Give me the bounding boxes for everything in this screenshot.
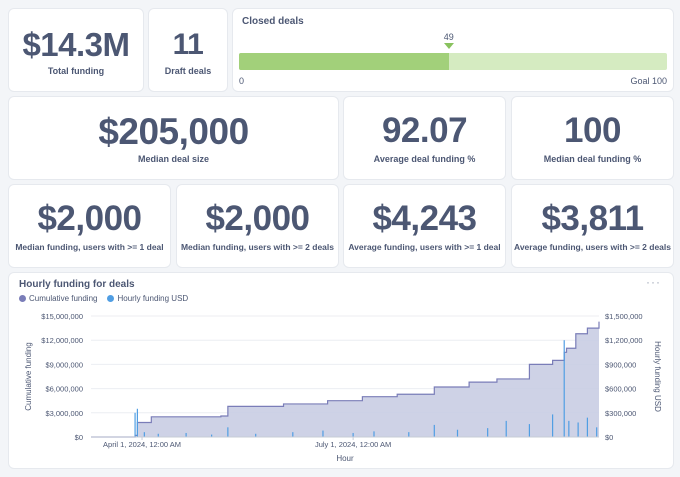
y2-tick-label: $900,000	[605, 360, 636, 369]
median-deal-funding-label: Median deal funding %	[543, 154, 642, 164]
progress-min-label: 0	[239, 76, 245, 86]
progress-marker-icon	[443, 43, 454, 49]
avg-deal-funding-label: Average deal funding %	[373, 154, 476, 164]
hourly-funding-bar	[255, 433, 257, 437]
y2-tick-label: $300,000	[605, 409, 636, 418]
median-deal-funding-card[interactable]: 100 Median deal funding %	[511, 96, 674, 180]
hourly-funding-bar	[577, 422, 579, 437]
avg-funding-1-card[interactable]: $4,243 Average funding, users with >= 1 …	[343, 184, 506, 268]
y2-tick-label: $600,000	[605, 385, 636, 394]
median-funding-2-label: Median funding, users with >= 2 deals	[180, 242, 335, 252]
median-funding-1-value: $2,000	[37, 199, 142, 238]
hourly-funding-bar	[552, 414, 554, 437]
avg-deal-funding-card[interactable]: 92.07 Average deal funding %	[343, 96, 506, 180]
y-axis-label: Cumulative funding	[24, 342, 33, 410]
hourly-funding-bar	[227, 427, 229, 437]
hourly-funding-bar	[563, 340, 565, 437]
median-funding-2-value: $2,000	[205, 199, 310, 238]
x-axis-label: Hour	[336, 454, 354, 463]
funding-chart: $15,000,000 $1,500,000 $12,000,000 $1,200,0…	[24, 312, 662, 463]
progress-value-label: 49	[443, 32, 454, 42]
hourly-funding-bar	[134, 412, 136, 437]
hourly-funding-bar	[505, 420, 507, 437]
total-funding-label: Total funding	[47, 66, 105, 76]
hourly-funding-bar	[292, 432, 294, 437]
legend-dot-icon	[19, 295, 26, 302]
legend-item-cumulative[interactable]: Cumulative funding	[19, 294, 97, 303]
hourly-funding-bar	[433, 424, 435, 437]
hourly-funding-bar	[487, 428, 489, 437]
median-deal-size-value: $205,000	[98, 111, 249, 152]
hourly-funding-bar	[143, 432, 145, 437]
hourly-funding-bar	[456, 429, 459, 437]
cumulative-funding-line	[91, 321, 600, 438]
progress-fill	[239, 53, 449, 70]
total-funding-card[interactable]: $14.3M Total funding	[8, 8, 144, 92]
draft-deals-card[interactable]: 11 Draft deals	[148, 8, 228, 92]
more-icon[interactable]: ···	[646, 275, 661, 289]
hourly-funding-bar	[596, 427, 598, 437]
x-tick-label: July 1, 2024, 12:00 AM	[315, 440, 391, 449]
hourly-funding-bar	[352, 432, 354, 437]
hourly-funding-bar	[322, 430, 324, 437]
y-tick-label: $9,000,000	[45, 360, 83, 369]
hourly-funding-chart-card[interactable]: Hourly funding for deals ··· Cumulative …	[8, 272, 674, 469]
legend-label: Hourly funding USD	[117, 294, 189, 303]
median-deal-size-label: Median deal size	[137, 154, 210, 164]
median-deal-funding-value: 100	[564, 111, 621, 150]
chart-title: Hourly funding for deals	[19, 279, 135, 290]
hourly-funding-bar	[211, 434, 213, 437]
median-deal-size-card[interactable]: $205,000 Median deal size	[8, 96, 339, 180]
median-funding-1-label: Median funding, users with >= 1 deal	[15, 242, 164, 252]
avg-funding-1-value: $4,243	[372, 199, 477, 238]
hourly-funding-bar	[586, 417, 589, 437]
hourly-funding-bar	[136, 408, 138, 437]
avg-deal-funding-value: 92.07	[381, 111, 468, 150]
avg-funding-2-label: Average funding, users with >= 2 deals	[514, 242, 671, 252]
y-tick-label: $12,000,000	[41, 336, 83, 345]
draft-deals-label: Draft deals	[164, 66, 212, 76]
closed-deals-card[interactable]: Closed deals 49 0 Goal 100	[232, 8, 674, 92]
median-funding-1-card[interactable]: $2,000 Median funding, users with >= 1 d…	[8, 184, 171, 268]
chart-legend: Cumulative funding Hourly funding USD	[19, 294, 188, 303]
avg-funding-2-value: $3,811	[541, 199, 644, 238]
y2-tick-label: $0	[605, 433, 613, 442]
avg-funding-2-card[interactable]: $3,811 Average funding, users with >= 2 …	[511, 184, 674, 268]
cumulative-funding-area	[91, 321, 599, 437]
draft-deals-value: 11	[172, 28, 204, 61]
progress-goal-label: Goal 100	[630, 76, 667, 86]
y-tick-label: $0	[75, 433, 83, 442]
y2-tick-label: $1,200,000	[605, 336, 643, 345]
legend-item-hourly[interactable]: Hourly funding USD	[107, 294, 188, 303]
y-tick-label: $3,000,000	[45, 409, 83, 418]
total-funding-value: $14.3M	[22, 26, 130, 63]
hourly-funding-bar	[408, 432, 410, 437]
closed-deals-title: Closed deals	[242, 16, 304, 27]
y-tick-label: $15,000,000	[41, 312, 83, 321]
legend-dot-icon	[107, 295, 115, 302]
legend-label: Cumulative funding	[29, 294, 98, 303]
hourly-funding-bar	[157, 433, 159, 437]
progress-track	[239, 53, 667, 70]
median-funding-2-card[interactable]: $2,000 Median funding, users with >= 2 d…	[176, 184, 339, 268]
hourly-funding-bar	[373, 431, 375, 437]
y2-axis-label: Hourly funding USD	[653, 341, 662, 412]
hourly-funding-bar	[568, 420, 570, 437]
y-tick-label: $6,000,000	[45, 385, 83, 394]
hourly-funding-bar	[185, 432, 187, 437]
x-tick-label: April 1, 2024, 12:00 AM	[103, 440, 181, 449]
avg-funding-1-label: Average funding, users with >= 1 deal	[348, 242, 501, 252]
y2-tick-label: $1,500,000	[605, 312, 643, 321]
hourly-funding-bar	[528, 424, 531, 437]
